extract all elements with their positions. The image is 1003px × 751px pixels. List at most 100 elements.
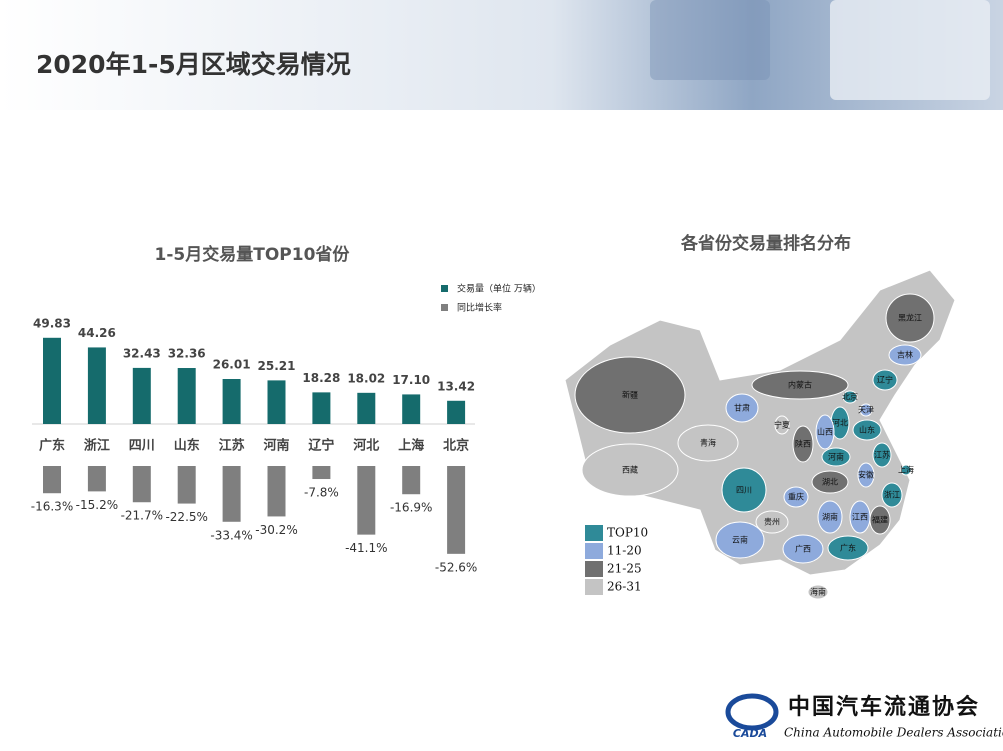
x-tick-label: 河南: [263, 438, 289, 454]
province-label: 贵州: [764, 517, 780, 527]
province: [755, 510, 789, 534]
growth-bar: [132, 466, 151, 503]
x-tick-label: 北京: [443, 438, 469, 454]
province: [783, 486, 809, 508]
value-label: 13.42: [437, 379, 475, 393]
logo-mark: [725, 693, 779, 731]
value-label: 26.01: [213, 358, 251, 372]
province-label: 吉林: [897, 350, 913, 360]
province-label: 黑龙江: [898, 313, 922, 323]
x-tick-label: 山东: [174, 438, 200, 454]
growth-bar: [267, 466, 286, 517]
slide-title: 2020年1-5月区域交易情况: [36, 50, 351, 79]
value-label: -7.8%: [304, 486, 339, 500]
legend-swatch: [585, 525, 603, 541]
bar: [177, 368, 196, 424]
value-label: -15.2%: [76, 498, 118, 512]
value-label: 25.21: [258, 359, 296, 373]
province-label: 新疆: [622, 390, 638, 400]
value-label: 18.02: [347, 371, 385, 385]
x-tick-label: 广东: [39, 438, 65, 454]
x-tick-label: 江苏: [219, 438, 245, 454]
province: [842, 390, 858, 404]
bar: [357, 392, 376, 424]
province: [782, 534, 824, 564]
org-name-en: China Automobile Dealers Association: [784, 726, 1003, 740]
legend-label: 21-25: [607, 562, 642, 576]
province-label: 四川: [736, 486, 752, 495]
bar: [222, 379, 241, 424]
legend-swatch: [585, 579, 603, 595]
bar: [43, 337, 61, 424]
value-label: 18.28: [302, 371, 340, 385]
legend-swatch: [441, 285, 448, 292]
growth-bar: [402, 466, 421, 495]
header-cube: [650, 0, 770, 80]
legend-label: 同比增长率: [457, 302, 502, 314]
province: [715, 521, 765, 559]
x-tick-label: 辽宁: [308, 438, 334, 454]
province: [872, 369, 898, 391]
legend-label: 26-31: [607, 580, 642, 594]
province-label: 河南: [828, 452, 844, 462]
province-label: 北京: [842, 392, 858, 402]
province: [817, 500, 843, 534]
province-label: 甘肃: [734, 403, 750, 413]
province-label: 陕西: [795, 439, 811, 449]
value-label: 44.26: [78, 326, 116, 340]
province: [888, 344, 922, 366]
province-label: 江苏: [874, 450, 890, 460]
province-label: 江西: [852, 513, 868, 522]
map-title: 各省份交易量排名分布: [680, 233, 851, 254]
value-label: 32.36: [168, 347, 206, 361]
legend-label: 11-20: [607, 544, 642, 558]
org-name-cn: 中国汽车流通协会: [788, 694, 980, 720]
province-label: 广东: [840, 543, 856, 553]
growth-bar: [222, 466, 241, 522]
province-label: 辽宁: [877, 375, 893, 385]
province-label: 西藏: [622, 465, 638, 475]
growth-bar: [312, 466, 331, 480]
province: [725, 393, 759, 423]
x-tick-label: 上海: [398, 438, 424, 454]
province-label: 山西: [817, 427, 833, 437]
value-label: 49.83: [33, 316, 71, 330]
province: [774, 415, 790, 435]
value-label: -16.3%: [31, 500, 73, 514]
growth-bar: [177, 466, 196, 504]
legend-label: 交易量（单位 万辆）: [457, 283, 541, 295]
growth-bar: [43, 466, 61, 494]
province: [581, 443, 679, 497]
value-label: 17.10: [392, 373, 430, 387]
province: [872, 442, 892, 468]
province: [885, 293, 935, 343]
province-label: 湖南: [822, 512, 838, 522]
province: [821, 447, 851, 467]
province-label: 湖北: [822, 478, 838, 487]
province-label: 福建: [872, 515, 888, 525]
chart-title: 1-5月交易量TOP10省份: [155, 244, 351, 265]
value-label: -33.4%: [210, 528, 252, 542]
province: [815, 414, 835, 450]
province-label: 河北: [832, 418, 848, 428]
value-label: -22.5%: [165, 510, 207, 524]
x-tick-label: 四川: [129, 439, 155, 454]
value-label: -52.6%: [435, 560, 477, 574]
province: [900, 464, 912, 476]
legend-swatch: [585, 561, 603, 577]
bar: [132, 367, 151, 424]
map-outline: [564, 269, 956, 576]
province: [792, 425, 814, 463]
value-label: -16.9%: [390, 501, 432, 515]
province: [751, 370, 849, 400]
province: [807, 584, 829, 600]
growth-bar: [87, 466, 106, 492]
province: [677, 424, 739, 462]
logo-text: CADA: [733, 727, 767, 740]
province-label: 广西: [795, 544, 811, 554]
province-label: 海南: [810, 587, 826, 597]
footer-logo: CADA 中国汽车流通协会 China Automobile Dealers A…: [725, 693, 1003, 740]
province-label: 重庆: [788, 492, 804, 502]
